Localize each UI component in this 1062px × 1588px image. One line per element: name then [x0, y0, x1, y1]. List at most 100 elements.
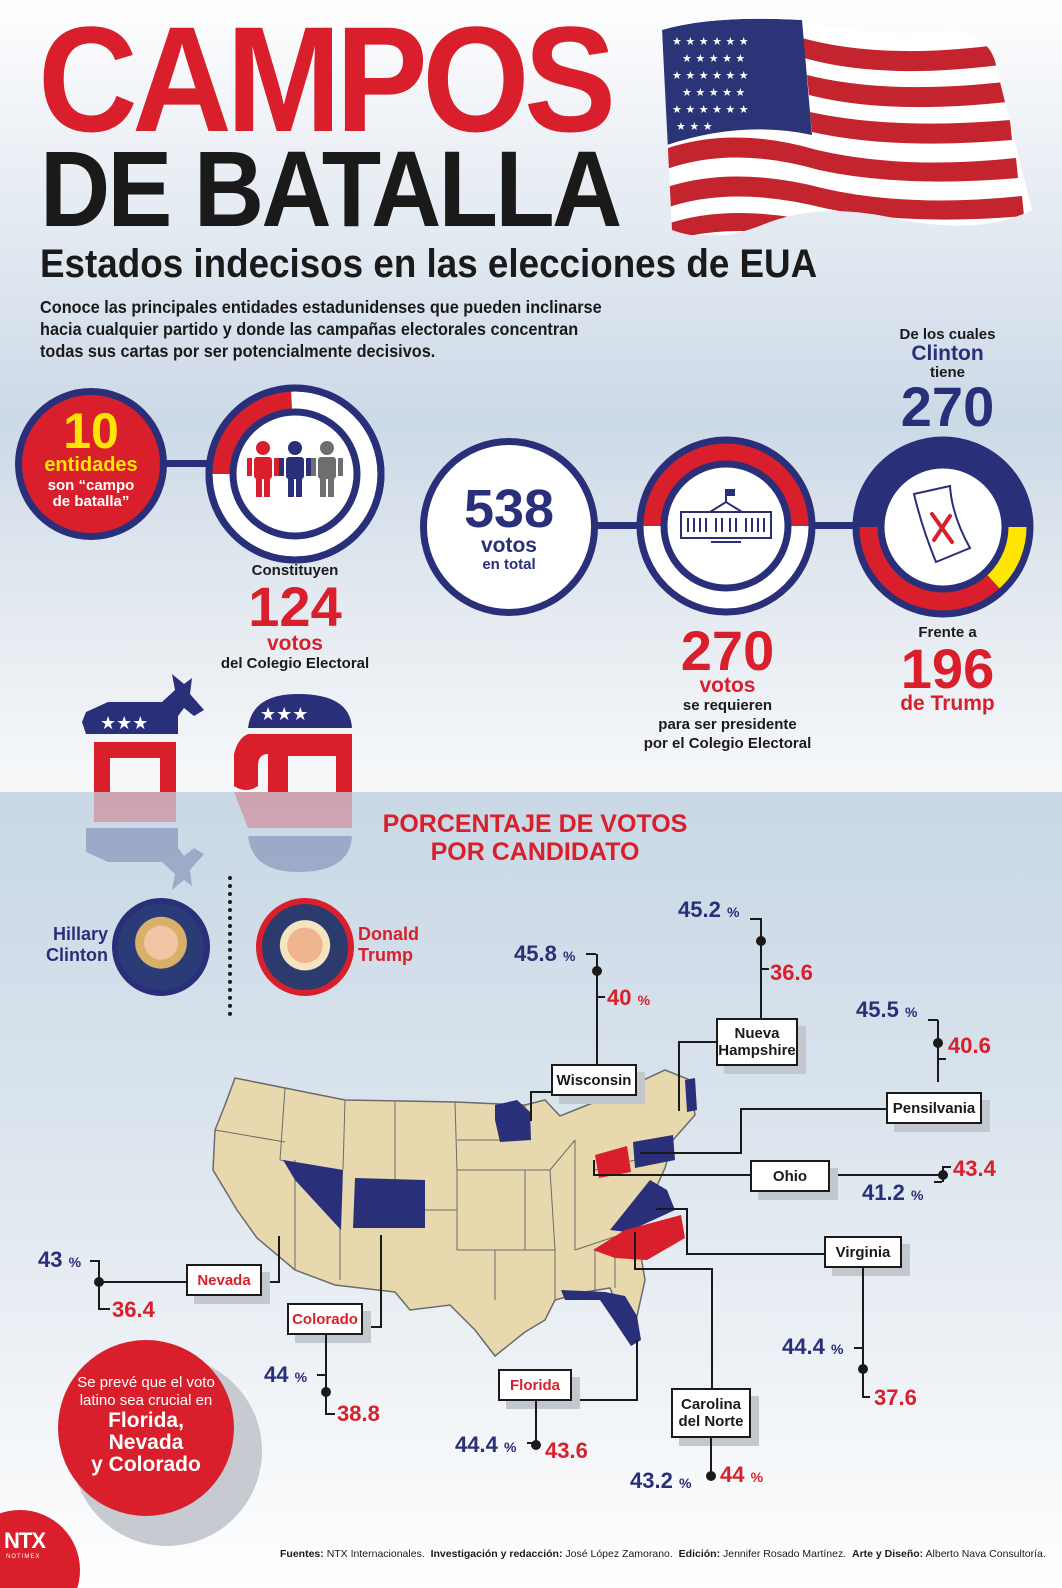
leader-dot [858, 1364, 868, 1374]
leader-line [862, 1268, 864, 1398]
leader-line [740, 1108, 888, 1110]
note-line1: Se prevé que el voto [77, 1374, 215, 1391]
constituyen-number: 124 [248, 575, 342, 638]
wisconsin-clinton-pct: 45.8 % [514, 941, 576, 966]
republican-elephant-icon: ★★★ [234, 694, 352, 792]
entities-number: 10 [63, 403, 119, 459]
leader-line [530, 1091, 532, 1121]
leader-line [98, 1281, 188, 1283]
leader-dot [321, 1387, 331, 1397]
state-virginia [610, 1180, 675, 1232]
leader-line [686, 1208, 688, 1254]
leader-line [943, 1166, 951, 1168]
trump-last: Trump [358, 945, 414, 965]
clinton-last: Clinton [46, 945, 108, 965]
connector-line [160, 460, 220, 467]
section-title-line1: PORCENTAJE DE VOTOS [382, 810, 688, 838]
label-nevada: Nevada [186, 1264, 262, 1296]
leader-line [937, 1020, 939, 1082]
latino-note: Se prevé que el voto latino sea crucial … [58, 1340, 234, 1516]
svg-text:★ ★ ★ ★ ★: ★ ★ ★ ★ ★ [682, 86, 745, 99]
leader-dot [94, 1277, 104, 1287]
required-post1: se requieren [682, 697, 773, 714]
entities-label: entidades [44, 454, 138, 476]
credit-key: Edición: [678, 1548, 721, 1560]
leader-line [90, 1260, 98, 1262]
leader-line [656, 1208, 686, 1210]
note-state2: Nevada [108, 1431, 184, 1454]
required-votes-ring [636, 436, 816, 616]
leader-line [678, 1041, 718, 1043]
clinton-first: Hillary [52, 924, 108, 944]
constituyen-unit: votos [266, 632, 323, 655]
label-virginia: Virginia [824, 1236, 902, 1268]
people-icon [247, 441, 343, 497]
leader-line [678, 1041, 680, 1111]
label-pensilvania: Pensilvania [886, 1092, 982, 1124]
us-map [212, 1069, 697, 1358]
subtitle: Estados indecisos en las elecciones de E… [40, 242, 818, 286]
nc-trump-pct: 44 % [720, 1462, 764, 1487]
nc-clinton-pct: 43.2 % [630, 1468, 692, 1493]
label-text: del Norte [678, 1413, 744, 1430]
leader-line [761, 968, 769, 970]
svg-text:★★★: ★★★ [100, 713, 148, 734]
virginia-clinton-pct: 44.4 % [782, 1334, 844, 1359]
state-carolina-del-norte [593, 1215, 685, 1260]
state-pensilvania [633, 1135, 675, 1168]
label-ohio: Ohio [750, 1160, 830, 1192]
trump-avatar [256, 898, 354, 996]
trump-first: Donald [358, 924, 419, 944]
leader-dot [756, 936, 766, 946]
svg-text:★ ★ ★ ★ ★ ★: ★ ★ ★ ★ ★ ★ [672, 69, 749, 82]
credit-key: Fuentes: [280, 1548, 324, 1560]
leader-line [760, 918, 762, 1038]
leader-line [750, 918, 760, 920]
total-votes-circle: 538 votos en total [420, 438, 598, 616]
leader-line [634, 1268, 712, 1270]
required-post2: para ser presidente [658, 716, 797, 733]
elephant-reflection [234, 792, 352, 872]
label-text: Hampshire [718, 1042, 796, 1059]
leader-line [928, 1019, 938, 1021]
trump-label: Donald Trump [358, 924, 419, 966]
leader-line [942, 1166, 944, 1182]
leader-line [596, 954, 598, 1064]
constituyen-pre: Constituyen [251, 562, 339, 579]
trump-post: de Trump [900, 692, 995, 715]
state-wisconsin [495, 1100, 531, 1142]
label-carolina-del-norte: Carolina del Norte [671, 1388, 751, 1438]
state-florida [561, 1290, 641, 1346]
leader-line [380, 1235, 382, 1327]
required-unit: votos [699, 674, 756, 697]
label-text: Nueva [734, 1025, 780, 1042]
leader-dot [706, 1471, 716, 1481]
state-nueva-hampshire [685, 1078, 697, 1112]
clinton-number: 270 [900, 375, 995, 438]
florida-trump-pct: 43.6 [545, 1438, 588, 1463]
leader-line [278, 1236, 280, 1282]
clinton-trump-ring [852, 436, 1034, 618]
nh-trump-pct: 36.6 [770, 960, 813, 985]
leader-line [570, 1399, 638, 1401]
intro-text: Conoce las principales entidades estadun… [40, 297, 602, 361]
leader-line [862, 1396, 870, 1398]
electoral-share-ring [205, 384, 385, 564]
leader-line [98, 1308, 110, 1310]
state-nevada [283, 1160, 343, 1230]
ntx-logo-sub: NOTIMEX [6, 1554, 41, 1560]
nevada-clinton-pct: 43 % [38, 1247, 82, 1272]
section-title: PORCENTAJE DE VOTOS POR CANDIDATO [330, 810, 740, 866]
colorado-trump-pct: 38.8 [337, 1401, 380, 1426]
svg-text:★ ★ ★ ★ ★: ★ ★ ★ ★ ★ [682, 52, 745, 65]
credit-value: José López Zamorano. [565, 1548, 673, 1560]
required-number: 270 [680, 619, 775, 682]
label-colorado: Colorado [287, 1303, 363, 1335]
leader-line [593, 1160, 595, 1176]
entities-circle: 10 entidades son “campo de batalla” [15, 388, 167, 540]
leader-line [535, 1401, 537, 1445]
total-unit: votos [480, 534, 537, 557]
donkey-reflection [86, 792, 204, 890]
section-title-line2: POR CANDIDATO [430, 838, 640, 866]
leader-line [854, 1347, 862, 1349]
